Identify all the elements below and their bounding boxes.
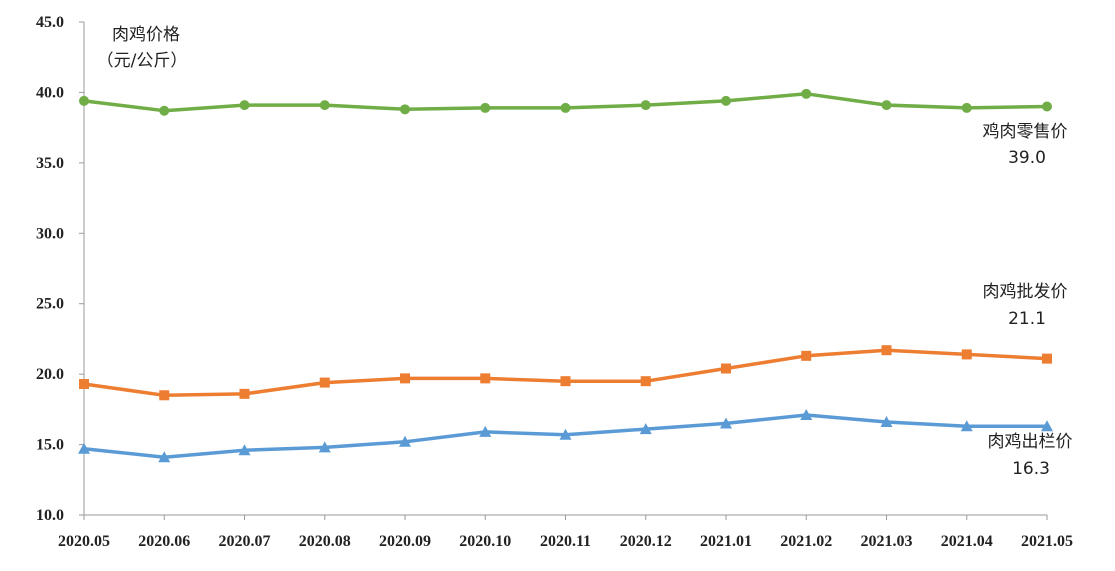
series-value-wholesale: 21.1 <box>1008 309 1046 329</box>
x-tick-label: 2020.05 <box>58 533 110 550</box>
data-point <box>239 388 250 399</box>
series-group <box>78 88 1053 463</box>
x-tick-label: 2021.03 <box>861 533 913 550</box>
data-point <box>79 95 89 106</box>
data-point <box>961 102 972 113</box>
data-point <box>801 88 812 99</box>
series-1 <box>79 345 1052 401</box>
y-axis-title-line2: （元/公斤） <box>97 51 188 71</box>
data-point <box>1041 420 1053 432</box>
series-value-farmgate: 16.3 <box>1012 459 1050 479</box>
x-tick-label: 2020.11 <box>540 533 591 550</box>
data-point <box>721 363 731 374</box>
data-point <box>319 100 330 111</box>
data-point <box>159 390 170 401</box>
y-tick-label: 20.0 <box>36 366 64 383</box>
data-point <box>801 350 812 361</box>
data-point <box>559 428 572 440</box>
data-point <box>159 105 170 116</box>
data-point <box>881 345 892 356</box>
data-point <box>480 373 491 384</box>
y-axis-title-line1: 肉鸡价格 <box>112 25 180 45</box>
data-point <box>400 373 410 384</box>
y-tick-label: 15.0 <box>36 437 64 454</box>
data-point <box>720 417 732 429</box>
data-point <box>960 420 973 432</box>
data-point <box>800 408 813 420</box>
data-point <box>961 349 972 360</box>
series-label-retail: 鸡肉零售价 <box>983 122 1068 142</box>
data-point <box>238 444 251 456</box>
data-point <box>318 441 331 453</box>
data-point <box>79 379 89 390</box>
series-line <box>83 348 1048 398</box>
data-point <box>158 451 171 463</box>
y-tick-label: 35.0 <box>36 155 64 172</box>
x-tick-labels: 2020.05 2020.06 2020.07 2020.08 2020.09 2020.… <box>58 515 1073 550</box>
data-point <box>881 100 892 111</box>
data-point <box>721 95 731 106</box>
data-point <box>639 423 652 435</box>
data-point <box>400 104 410 115</box>
series-2 <box>78 408 1053 463</box>
y-tick-label: 45.0 <box>36 14 64 31</box>
series-label-wholesale: 肉鸡批发价 <box>983 282 1068 302</box>
series-value-retail: 39.0 <box>1008 148 1046 168</box>
x-tick-label: 2021.05 <box>1021 533 1073 550</box>
x-tick-label: 2020.06 <box>138 533 190 550</box>
y-tick-label: 10.0 <box>36 507 64 524</box>
data-point <box>78 442 90 454</box>
data-point <box>239 100 250 111</box>
x-tick-label: 2021.01 <box>700 533 752 550</box>
y-tick-label: 25.0 <box>36 296 64 313</box>
data-point <box>560 102 571 113</box>
data-point <box>1042 353 1052 364</box>
series-label-farmgate: 肉鸡出栏价 <box>988 432 1073 452</box>
data-point <box>319 377 330 388</box>
data-point <box>640 376 651 387</box>
data-point <box>560 376 571 387</box>
x-tick-label: 2020.08 <box>299 533 351 550</box>
data-point <box>479 425 492 437</box>
series-0 <box>79 88 1052 116</box>
x-tick-label: 2020.07 <box>219 533 271 550</box>
data-point <box>1042 101 1052 112</box>
data-point <box>640 100 651 111</box>
data-point <box>880 416 893 428</box>
x-tick-label: 2021.04 <box>941 533 993 550</box>
data-point <box>399 435 411 447</box>
y-tick-label: 30.0 <box>36 225 64 242</box>
data-point <box>480 102 491 113</box>
y-tick-label: 40.0 <box>36 84 64 101</box>
x-tick-label: 2020.10 <box>459 533 511 550</box>
y-tick-labels: 10.0 15.0 20.0 25.0 30.0 35.0 40.0 45.0 <box>36 14 84 524</box>
x-tick-label: 2021.02 <box>780 533 832 550</box>
x-tick-label: 2020.12 <box>620 533 672 550</box>
x-tick-label: 2020.09 <box>379 533 431 550</box>
